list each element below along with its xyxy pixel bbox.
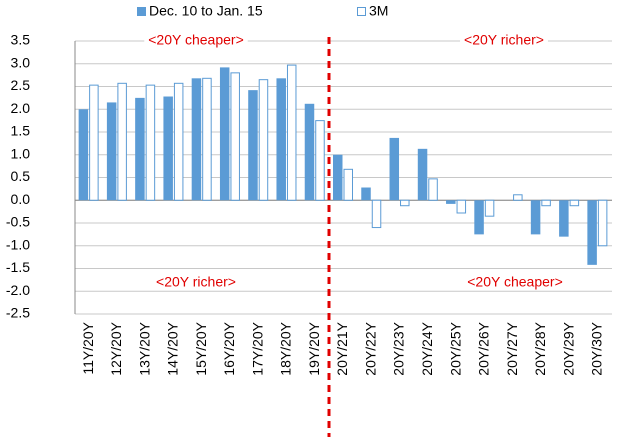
bar [559, 200, 569, 237]
bar [117, 82, 127, 201]
y-tick-label: -1.5 [6, 259, 30, 275]
y-tick-label: 2.5 [11, 77, 31, 93]
annotation-bg [463, 273, 567, 290]
bar [276, 78, 286, 201]
bar [456, 199, 467, 214]
bar [597, 199, 608, 247]
bar [89, 84, 99, 201]
annotation-bg [152, 273, 240, 290]
bar [587, 200, 597, 265]
annotation: <20Y cheaper> [467, 274, 563, 290]
annotation: <20Y richer> [156, 274, 236, 290]
x-tick-label: 20Y/23Y [391, 321, 407, 375]
y-tick-label: -1.0 [6, 236, 30, 252]
annotation: <20Y cheaper> [148, 32, 244, 48]
x-tick-label: 15Y/20Y [193, 321, 209, 375]
bar [361, 187, 371, 201]
bar [230, 72, 240, 201]
x-tick-label: 16Y/20Y [221, 321, 237, 375]
bar [202, 77, 212, 201]
bar [248, 90, 258, 201]
bar [513, 194, 523, 201]
x-tick-label: 14Y/20Y [165, 321, 181, 375]
x-tick-label: 20Y/30Y [589, 321, 605, 375]
bar [343, 168, 353, 201]
annotation: <20Y richer> [464, 32, 544, 48]
x-tick-label: 20Y/28Y [532, 321, 548, 375]
legend-swatch [357, 7, 366, 16]
y-tick-label: -2.0 [6, 282, 30, 298]
bar [530, 200, 541, 235]
x-tick-label: 20Y/25Y [447, 321, 463, 375]
y-tick-label: 3.0 [11, 54, 31, 70]
bar [173, 82, 184, 201]
annotation-bg [460, 31, 548, 48]
bar [286, 64, 297, 201]
x-tick-label: 13Y/20Y [136, 321, 152, 375]
x-tick-label: 12Y/20Y [108, 321, 124, 375]
y-tick-label: 0.0 [11, 191, 31, 207]
bar [400, 199, 410, 207]
bar [315, 120, 325, 201]
bar [333, 154, 343, 201]
legend-label: 3M [369, 3, 388, 19]
legend-swatch [137, 7, 146, 16]
bar [569, 199, 580, 207]
y-tick-label: 3.5 [11, 32, 31, 48]
y-tick-label: 1.5 [11, 123, 31, 139]
bar [258, 79, 269, 201]
annotation-bg [144, 31, 248, 48]
bar [78, 109, 89, 201]
x-tick-label: 20Y/24Y [419, 321, 435, 375]
bar [145, 84, 156, 201]
x-tick-label: 20Y/29Y [560, 321, 576, 375]
bar [428, 178, 438, 201]
bar [484, 199, 495, 217]
x-tick-label: 20Y/22Y [362, 321, 378, 375]
bar [191, 78, 202, 201]
bar [304, 103, 315, 201]
x-tick-label: 20Y/21Y [334, 321, 350, 375]
bar [389, 137, 400, 201]
bar [135, 97, 145, 201]
x-tick-label: 20Y/27Y [504, 321, 520, 375]
x-tick-label: 17Y/20Y [249, 321, 265, 375]
bar [474, 200, 484, 235]
y-tick-label: 2.0 [11, 100, 31, 116]
y-tick-label: -0.5 [6, 214, 30, 230]
bar [106, 102, 117, 201]
x-tick-label: 20Y/26Y [476, 321, 492, 375]
bar [371, 199, 382, 229]
bar [219, 67, 230, 201]
x-tick-label: 19Y/20Y [306, 321, 322, 375]
bar [446, 200, 456, 204]
x-tick-label: 11Y/20Y [80, 321, 96, 374]
bar [541, 199, 551, 207]
x-tick-label: 18Y/20Y [278, 321, 294, 375]
y-tick-label: -2.5 [6, 305, 30, 321]
y-tick-label: 1.0 [11, 145, 31, 161]
bar [417, 148, 428, 201]
y-tick-label: 0.5 [11, 168, 31, 184]
bar [163, 96, 173, 201]
legend-label: Dec. 10 to Jan. 15 [149, 3, 263, 19]
